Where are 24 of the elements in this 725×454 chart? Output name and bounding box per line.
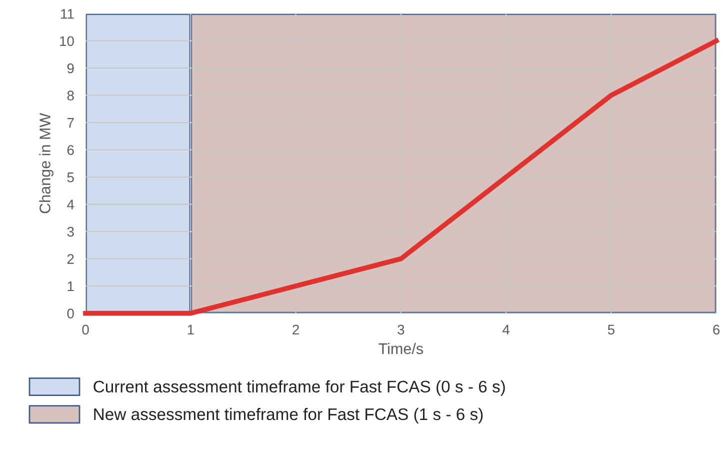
x-tick-label: 0 — [82, 324, 89, 335]
x-tick-label: 5 — [608, 324, 614, 335]
x-tick-label: 4 — [502, 324, 510, 334]
x-tick-label: 2 — [292, 324, 299, 334]
y-tick-label: 6 — [67, 145, 74, 155]
y-tick-label: 0 — [67, 308, 74, 318]
y-tick-label: 1 — [68, 281, 74, 292]
y-tick-label: 8 — [67, 90, 74, 101]
line-series — [83, 38, 719, 316]
y-tick-label: 7 — [67, 118, 74, 128]
y-tick-label: 4 — [67, 200, 74, 210]
x-tick-label: 6 — [713, 324, 720, 335]
x-tick-label: 1 — [188, 324, 194, 334]
y-tick-label: 5 — [67, 172, 74, 182]
y-tick-label: 3 — [67, 226, 74, 237]
y-tick-label: 10 — [60, 36, 74, 46]
x-axis-title: Time/s — [378, 342, 424, 354]
x-tick-label: 3 — [398, 324, 404, 335]
y-tick-label: 11 — [61, 9, 74, 19]
y-axis-title: Change in MW — [39, 112, 54, 214]
legend-label: Current assessment timeframe for Fast FCAS (0 s - 6 s) — [94, 380, 505, 396]
y-tick-label: 2 — [67, 254, 74, 264]
legend-label: New assessment timeframe for Fast FCAS (1 s - 6 s) — [94, 408, 483, 424]
y-tick-label: 9 — [67, 63, 74, 74]
